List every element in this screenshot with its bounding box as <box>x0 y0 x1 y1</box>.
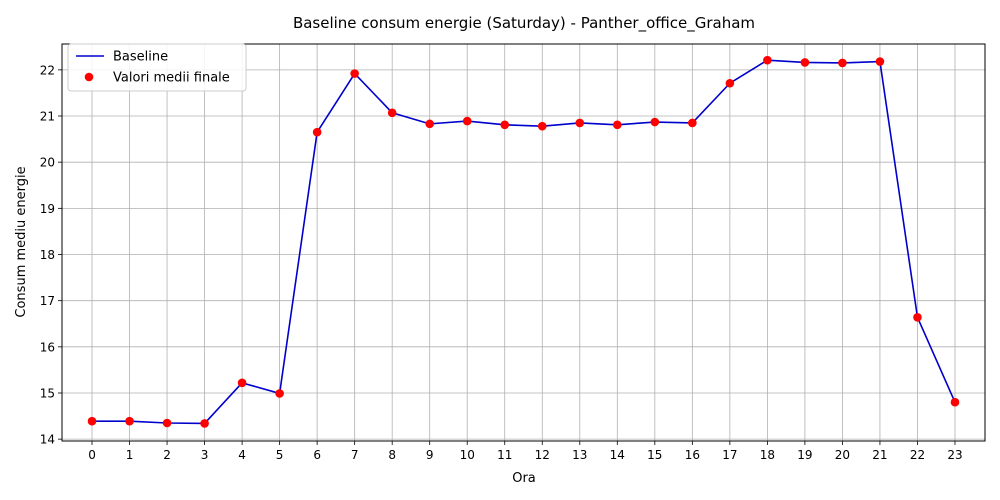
y-axis-label: Consum mediu energie <box>14 166 29 317</box>
scatter-point <box>800 58 810 67</box>
scatter-point <box>275 389 284 398</box>
y-tick-label: 22 <box>40 63 55 77</box>
scatter-point <box>387 108 397 118</box>
x-tick-label: 2 <box>163 448 171 462</box>
x-tick-label: 4 <box>238 448 246 462</box>
x-tick-label: 6 <box>313 448 321 462</box>
legend-box <box>67 43 247 92</box>
x-tick-label: 18 <box>760 448 775 462</box>
y-tick-label: 20 <box>40 156 55 170</box>
scatter-point <box>350 69 359 78</box>
x-tick-label: 16 <box>685 448 700 462</box>
legend: Baseline Valori medii finale <box>67 43 247 92</box>
x-axis-ticks: 0 1 2 3 4 5 6 7 8 9 10 11 12 13 14 15 16 17 18 19 20 21 22 23 <box>88 441 963 462</box>
scatter-point <box>763 55 772 65</box>
scatter-point <box>237 378 247 388</box>
x-tick-label: 12 <box>535 448 550 462</box>
legend-scatter-marker <box>84 72 94 82</box>
y-axis-ticks: 14 15 16 17 18 19 20 21 22 <box>40 63 62 447</box>
y-tick-label: 17 <box>40 294 55 308</box>
legend-label-line: Baseline <box>113 50 168 65</box>
plot-frame <box>61 43 986 442</box>
y-tick-label: 18 <box>40 248 55 262</box>
x-axis-label: Ora <box>512 471 536 486</box>
x-tick-label: 10 <box>460 448 475 462</box>
scatter-point <box>200 419 209 428</box>
x-tick-label: 3 <box>201 448 209 462</box>
scatter-point <box>913 312 922 322</box>
x-tick-label: 9 <box>426 448 434 462</box>
legend-label-scatter: Valori medii finale <box>113 71 230 86</box>
x-tick-label: 14 <box>610 448 625 462</box>
series-line-baseline <box>92 59 956 425</box>
x-tick-label: 1 <box>126 448 134 462</box>
scatter-point <box>312 127 322 137</box>
scatter-point <box>537 121 547 131</box>
scatter-point <box>950 397 960 407</box>
y-tick-label: 19 <box>40 202 55 216</box>
x-tick-label: 8 <box>388 448 396 462</box>
x-tick-label: 0 <box>88 448 96 462</box>
scatter-point <box>500 120 510 130</box>
x-tick-label: 21 <box>872 448 887 462</box>
scatter-point <box>688 118 697 128</box>
y-tick-label: 21 <box>40 110 55 124</box>
y-tick-label: 14 <box>40 433 55 447</box>
scatter-point <box>650 117 660 127</box>
y-tick-label: 15 <box>40 386 55 400</box>
grid <box>62 44 985 441</box>
scatter-point <box>462 116 472 126</box>
x-tick-label: 19 <box>797 448 812 462</box>
scatter-point <box>575 118 585 128</box>
scatter-point <box>875 57 885 66</box>
scatter-point <box>125 416 134 426</box>
scatter-point <box>725 78 735 88</box>
scatter-point <box>87 416 97 426</box>
x-tick-label: 20 <box>835 448 850 462</box>
chart-title: Baseline consum energie (Saturday) - Pan… <box>293 14 755 33</box>
scatter-point <box>425 119 434 129</box>
scatter-point <box>838 58 847 68</box>
x-tick-label: 15 <box>647 448 662 462</box>
x-tick-label: 11 <box>497 448 512 462</box>
x-tick-label: 7 <box>351 448 359 462</box>
scatter-point <box>613 120 622 130</box>
series-layer <box>87 55 960 428</box>
y-tick-label: 16 <box>40 340 55 354</box>
x-tick-label: 5 <box>276 448 284 462</box>
x-tick-label: 22 <box>910 448 925 462</box>
x-tick-label: 23 <box>947 448 962 462</box>
scatter-point <box>162 418 172 428</box>
x-tick-label: 13 <box>572 448 587 462</box>
x-tick-label: 17 <box>722 448 737 462</box>
